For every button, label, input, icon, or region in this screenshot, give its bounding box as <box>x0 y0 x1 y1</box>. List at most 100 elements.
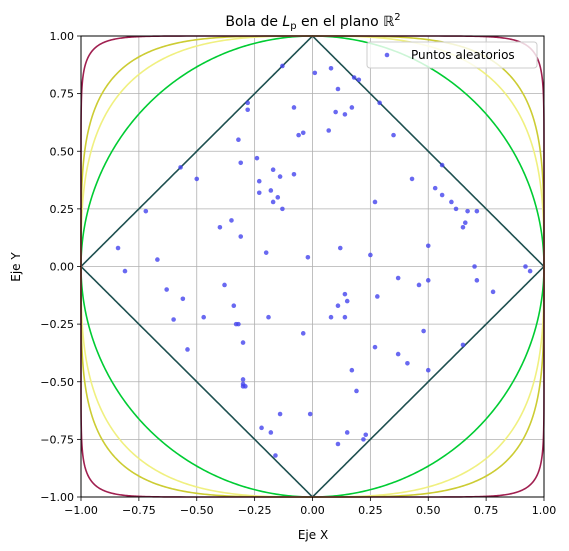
scatter-point <box>527 268 533 274</box>
scatter-point <box>405 361 410 366</box>
scatter-point <box>268 188 274 193</box>
scatter-point <box>231 303 237 308</box>
scatter-point <box>270 199 276 205</box>
scatter-point <box>201 314 206 320</box>
scatter-point <box>474 278 480 283</box>
y-tick-label: 0.00 <box>50 261 75 274</box>
y-tick-label: 0.50 <box>50 145 75 158</box>
scatter-point <box>368 252 373 258</box>
scatter-point <box>335 86 341 92</box>
y-tick-label: −0.75 <box>40 433 74 446</box>
scatter-point <box>164 287 169 292</box>
x-tick-label: −0.25 <box>238 504 272 517</box>
scatter-point <box>391 132 396 138</box>
title-field: ℝ <box>383 14 395 30</box>
scatter-point <box>344 430 350 435</box>
scatter-point <box>465 208 470 214</box>
scatter-point <box>155 257 160 262</box>
scatter-point <box>425 278 431 283</box>
scatter-point <box>439 162 445 168</box>
scatter-point <box>268 430 274 435</box>
scatter-point <box>180 296 186 302</box>
scatter-point <box>277 411 283 417</box>
scatter-point <box>335 441 341 447</box>
scatter-point <box>335 303 341 308</box>
scatter-point <box>280 63 285 69</box>
scatter-point <box>236 137 241 143</box>
x-tick-label: −0.75 <box>122 504 156 517</box>
x-tick-label: 0.50 <box>416 504 441 517</box>
scatter-point <box>361 437 366 442</box>
x-axis-label: Eje X <box>298 528 328 542</box>
scatter-point <box>523 264 528 269</box>
scatter-point <box>256 190 262 196</box>
scatter-point <box>372 199 378 205</box>
scatter-point <box>233 321 239 327</box>
scatter-point <box>300 130 306 136</box>
scatter-point <box>273 453 278 458</box>
scatter-point <box>171 317 176 322</box>
title-variable: L <box>282 14 290 30</box>
legend: Puntos aleatorios <box>366 41 538 69</box>
scatter-point <box>449 199 454 205</box>
scatter-point <box>356 77 362 83</box>
scatter-point <box>474 208 480 214</box>
scatter-point <box>256 178 262 184</box>
scatter-point <box>342 314 348 320</box>
scatter-point <box>462 220 468 225</box>
scatter-point <box>409 176 415 182</box>
scatter-point <box>307 411 313 417</box>
scatter-point <box>312 70 318 76</box>
title-middle: en el plano <box>297 14 384 30</box>
scatter-point <box>240 384 246 389</box>
scatter-point <box>333 109 338 115</box>
y-axis-label: Eje Y <box>9 252 23 282</box>
scatter-point <box>240 377 246 382</box>
scatter-point <box>275 195 281 200</box>
y-tick-label: −0.25 <box>40 318 74 331</box>
scatter-point <box>337 245 343 251</box>
scatter-point <box>240 340 246 345</box>
scatter-point <box>300 331 306 336</box>
scatter-point <box>349 367 355 373</box>
y-tick-label: 1.00 <box>50 30 75 43</box>
scatter-point <box>395 351 401 357</box>
scatter-point <box>143 208 149 214</box>
x-tick-label: 0.00 <box>300 504 325 517</box>
scatter-point <box>351 75 357 80</box>
scatter-point <box>349 105 355 110</box>
scatter-point <box>372 344 378 350</box>
title-superscript: 2 <box>394 12 400 23</box>
scatter-point <box>490 289 496 295</box>
scatter-point <box>194 176 200 182</box>
scatter-point <box>266 314 271 320</box>
scatter-point <box>460 225 466 230</box>
scatter-points <box>115 63 533 458</box>
title-prefix: Bola de <box>225 14 282 30</box>
scatter-point <box>342 291 348 297</box>
scatter-point <box>254 155 260 161</box>
scatter-point <box>460 342 466 348</box>
scatter-point <box>280 206 285 212</box>
scatter-point <box>229 218 234 223</box>
scatter-point <box>344 298 350 304</box>
scatter-point <box>421 328 426 334</box>
scatter-point <box>326 128 332 133</box>
scatter-point <box>416 282 422 288</box>
scatter-point <box>222 282 227 288</box>
scatter-point <box>432 185 438 191</box>
scatter-point <box>328 314 334 320</box>
legend-marker <box>384 52 390 58</box>
scatter-point <box>425 243 431 249</box>
x-tick-label: 0.25 <box>358 504 383 517</box>
scatter-point <box>238 234 244 239</box>
scatter-point <box>217 225 223 230</box>
scatter-point <box>425 367 431 373</box>
scatter-point <box>245 100 250 106</box>
title-subscript: p <box>290 21 296 32</box>
scatter-point <box>354 388 359 394</box>
scatter-point <box>122 268 128 274</box>
scatter-point <box>328 65 334 71</box>
